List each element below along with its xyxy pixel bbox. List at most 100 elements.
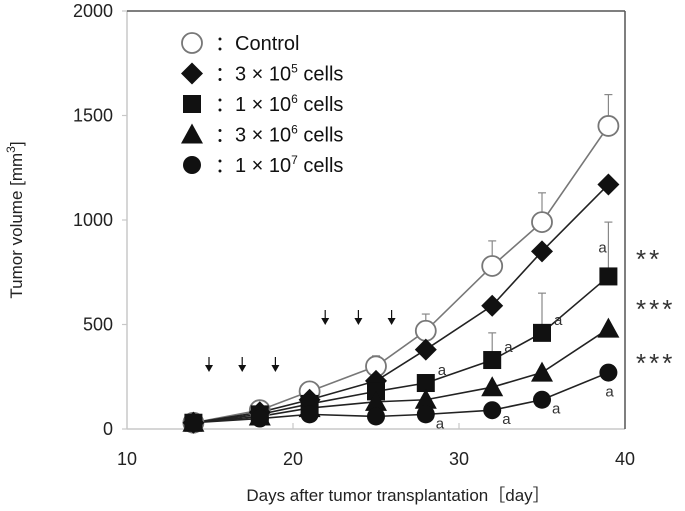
legend: ：Control：3 × 105 cells：1 × 106 cells：3 ×… xyxy=(181,32,343,177)
y-tick-label: 0 xyxy=(103,419,113,439)
data-point xyxy=(367,407,385,426)
letter-annotation: a xyxy=(605,384,614,401)
data-point xyxy=(365,390,387,411)
legend-label-end: cells xyxy=(298,125,344,147)
y-tick-label: 500 xyxy=(83,315,113,335)
data-point xyxy=(483,401,502,420)
legend-entry: ：3 × 106 cells xyxy=(181,123,343,147)
legend-label-main: 1 × 10 xyxy=(235,94,291,116)
legend-label-end: cells xyxy=(298,64,344,86)
dose-arrow-icon xyxy=(321,310,330,325)
y-axis-label: Tumor volume [mm3] xyxy=(4,141,26,298)
legend-label-prefix: ： xyxy=(215,94,235,116)
x-axis-label: Days after tumor transplantation［day］ xyxy=(246,486,549,505)
legend-label: ：3 × 106 cells xyxy=(215,123,343,147)
dose-arrow-icon xyxy=(205,357,213,372)
dose-arrow-icon xyxy=(354,310,363,325)
y-tick-label: 1500 xyxy=(73,106,113,126)
legend-label-sup: 5 xyxy=(291,62,298,76)
data-point xyxy=(184,413,203,432)
legend-label-sup: 7 xyxy=(291,153,298,167)
legend-label-main: 3 × 10 xyxy=(235,64,291,86)
significance-marker: *** xyxy=(636,294,675,324)
legend-entry: ：Control xyxy=(181,32,299,55)
data-point xyxy=(597,115,620,137)
data-point xyxy=(483,351,502,370)
legend-label-prefix: ： xyxy=(215,33,235,55)
data-point xyxy=(597,317,620,338)
dose-arrows xyxy=(205,310,396,372)
legend-label: ：1 × 106 cells xyxy=(215,92,343,116)
y-tick-label: 1000 xyxy=(73,210,113,230)
data-point xyxy=(481,255,504,277)
dose-arrow-icon xyxy=(238,357,247,372)
dose-arrow-head xyxy=(271,365,280,372)
data-point xyxy=(414,338,437,361)
tick-labels: 0 500 1000 1500 2000 10 20 30 40 xyxy=(73,1,635,469)
data-point xyxy=(599,363,618,382)
legend-marker-icon xyxy=(183,95,201,113)
legend-label-prefix: ： xyxy=(215,155,235,177)
x-tick-label: 20 xyxy=(283,449,303,469)
legend-label-main: 1 × 10 xyxy=(235,155,291,177)
data-point xyxy=(533,390,551,409)
letter-annotation: a xyxy=(502,411,511,428)
legend-entry: ：1 × 107 cells xyxy=(183,153,343,177)
data-point xyxy=(416,405,435,424)
markers-series-4 xyxy=(184,363,618,432)
axes xyxy=(122,10,626,430)
significance-marker: ** xyxy=(636,244,662,274)
letter-annotation: a xyxy=(552,401,561,418)
dose-arrow-icon xyxy=(271,357,280,372)
y-axis-label-sup: 3 xyxy=(4,146,18,153)
legend-marker-icon xyxy=(181,62,203,85)
dose-arrow-head xyxy=(205,365,213,372)
data-point xyxy=(481,376,504,397)
data-point xyxy=(300,405,319,424)
legend-label-sup: 6 xyxy=(291,92,298,106)
data-point xyxy=(531,211,553,233)
data-point xyxy=(597,173,620,196)
letter-annotation: a xyxy=(598,239,607,256)
data-point xyxy=(531,361,553,382)
significance-marker: *** xyxy=(636,348,675,378)
letter-annotation: a xyxy=(438,362,447,379)
letter-annotation: a xyxy=(504,339,513,356)
x-tick-label: 30 xyxy=(449,449,469,469)
data-point xyxy=(531,240,553,263)
series-group xyxy=(182,93,620,434)
dose-arrow-icon xyxy=(387,310,396,325)
y-axis-label-end: ] xyxy=(7,141,26,146)
legend-label: ：1 × 107 cells xyxy=(215,153,343,177)
x-tick-label: 40 xyxy=(615,449,635,469)
legend-entry: ：1 × 106 cells xyxy=(183,92,343,116)
legend-label-end: cells xyxy=(298,94,344,116)
data-point xyxy=(599,267,618,286)
legend-label-main: 3 × 10 xyxy=(235,125,291,147)
data-point xyxy=(250,409,269,428)
data-point xyxy=(533,323,551,342)
legend-label: ：Control xyxy=(215,33,299,55)
dose-arrow-head xyxy=(387,318,396,325)
legend-label-end: cells xyxy=(298,155,344,177)
data-point xyxy=(416,374,435,393)
letter-annotation: a xyxy=(554,312,563,329)
legend-marker-icon xyxy=(183,156,201,174)
legend-label-main: Control xyxy=(235,33,299,55)
dose-arrow-head xyxy=(354,318,363,325)
legend-label-prefix: ： xyxy=(215,125,235,147)
legend-label-prefix: ： xyxy=(215,64,235,86)
dose-arrow-head xyxy=(238,365,247,372)
legend-label-sup: 6 xyxy=(291,123,298,137)
legend-entry: ：3 × 105 cells xyxy=(181,62,343,86)
x-tick-label: 10 xyxy=(117,449,137,469)
y-axis-label-main: Tumor volume [mm xyxy=(7,153,26,299)
legend-label: ：3 × 105 cells xyxy=(215,62,343,86)
y-tick-label: 2000 xyxy=(73,1,113,21)
legend-marker-icon xyxy=(181,32,203,54)
legend-marker-icon xyxy=(181,123,203,144)
dose-arrow-head xyxy=(321,318,330,325)
letter-annotation: a xyxy=(436,415,445,432)
